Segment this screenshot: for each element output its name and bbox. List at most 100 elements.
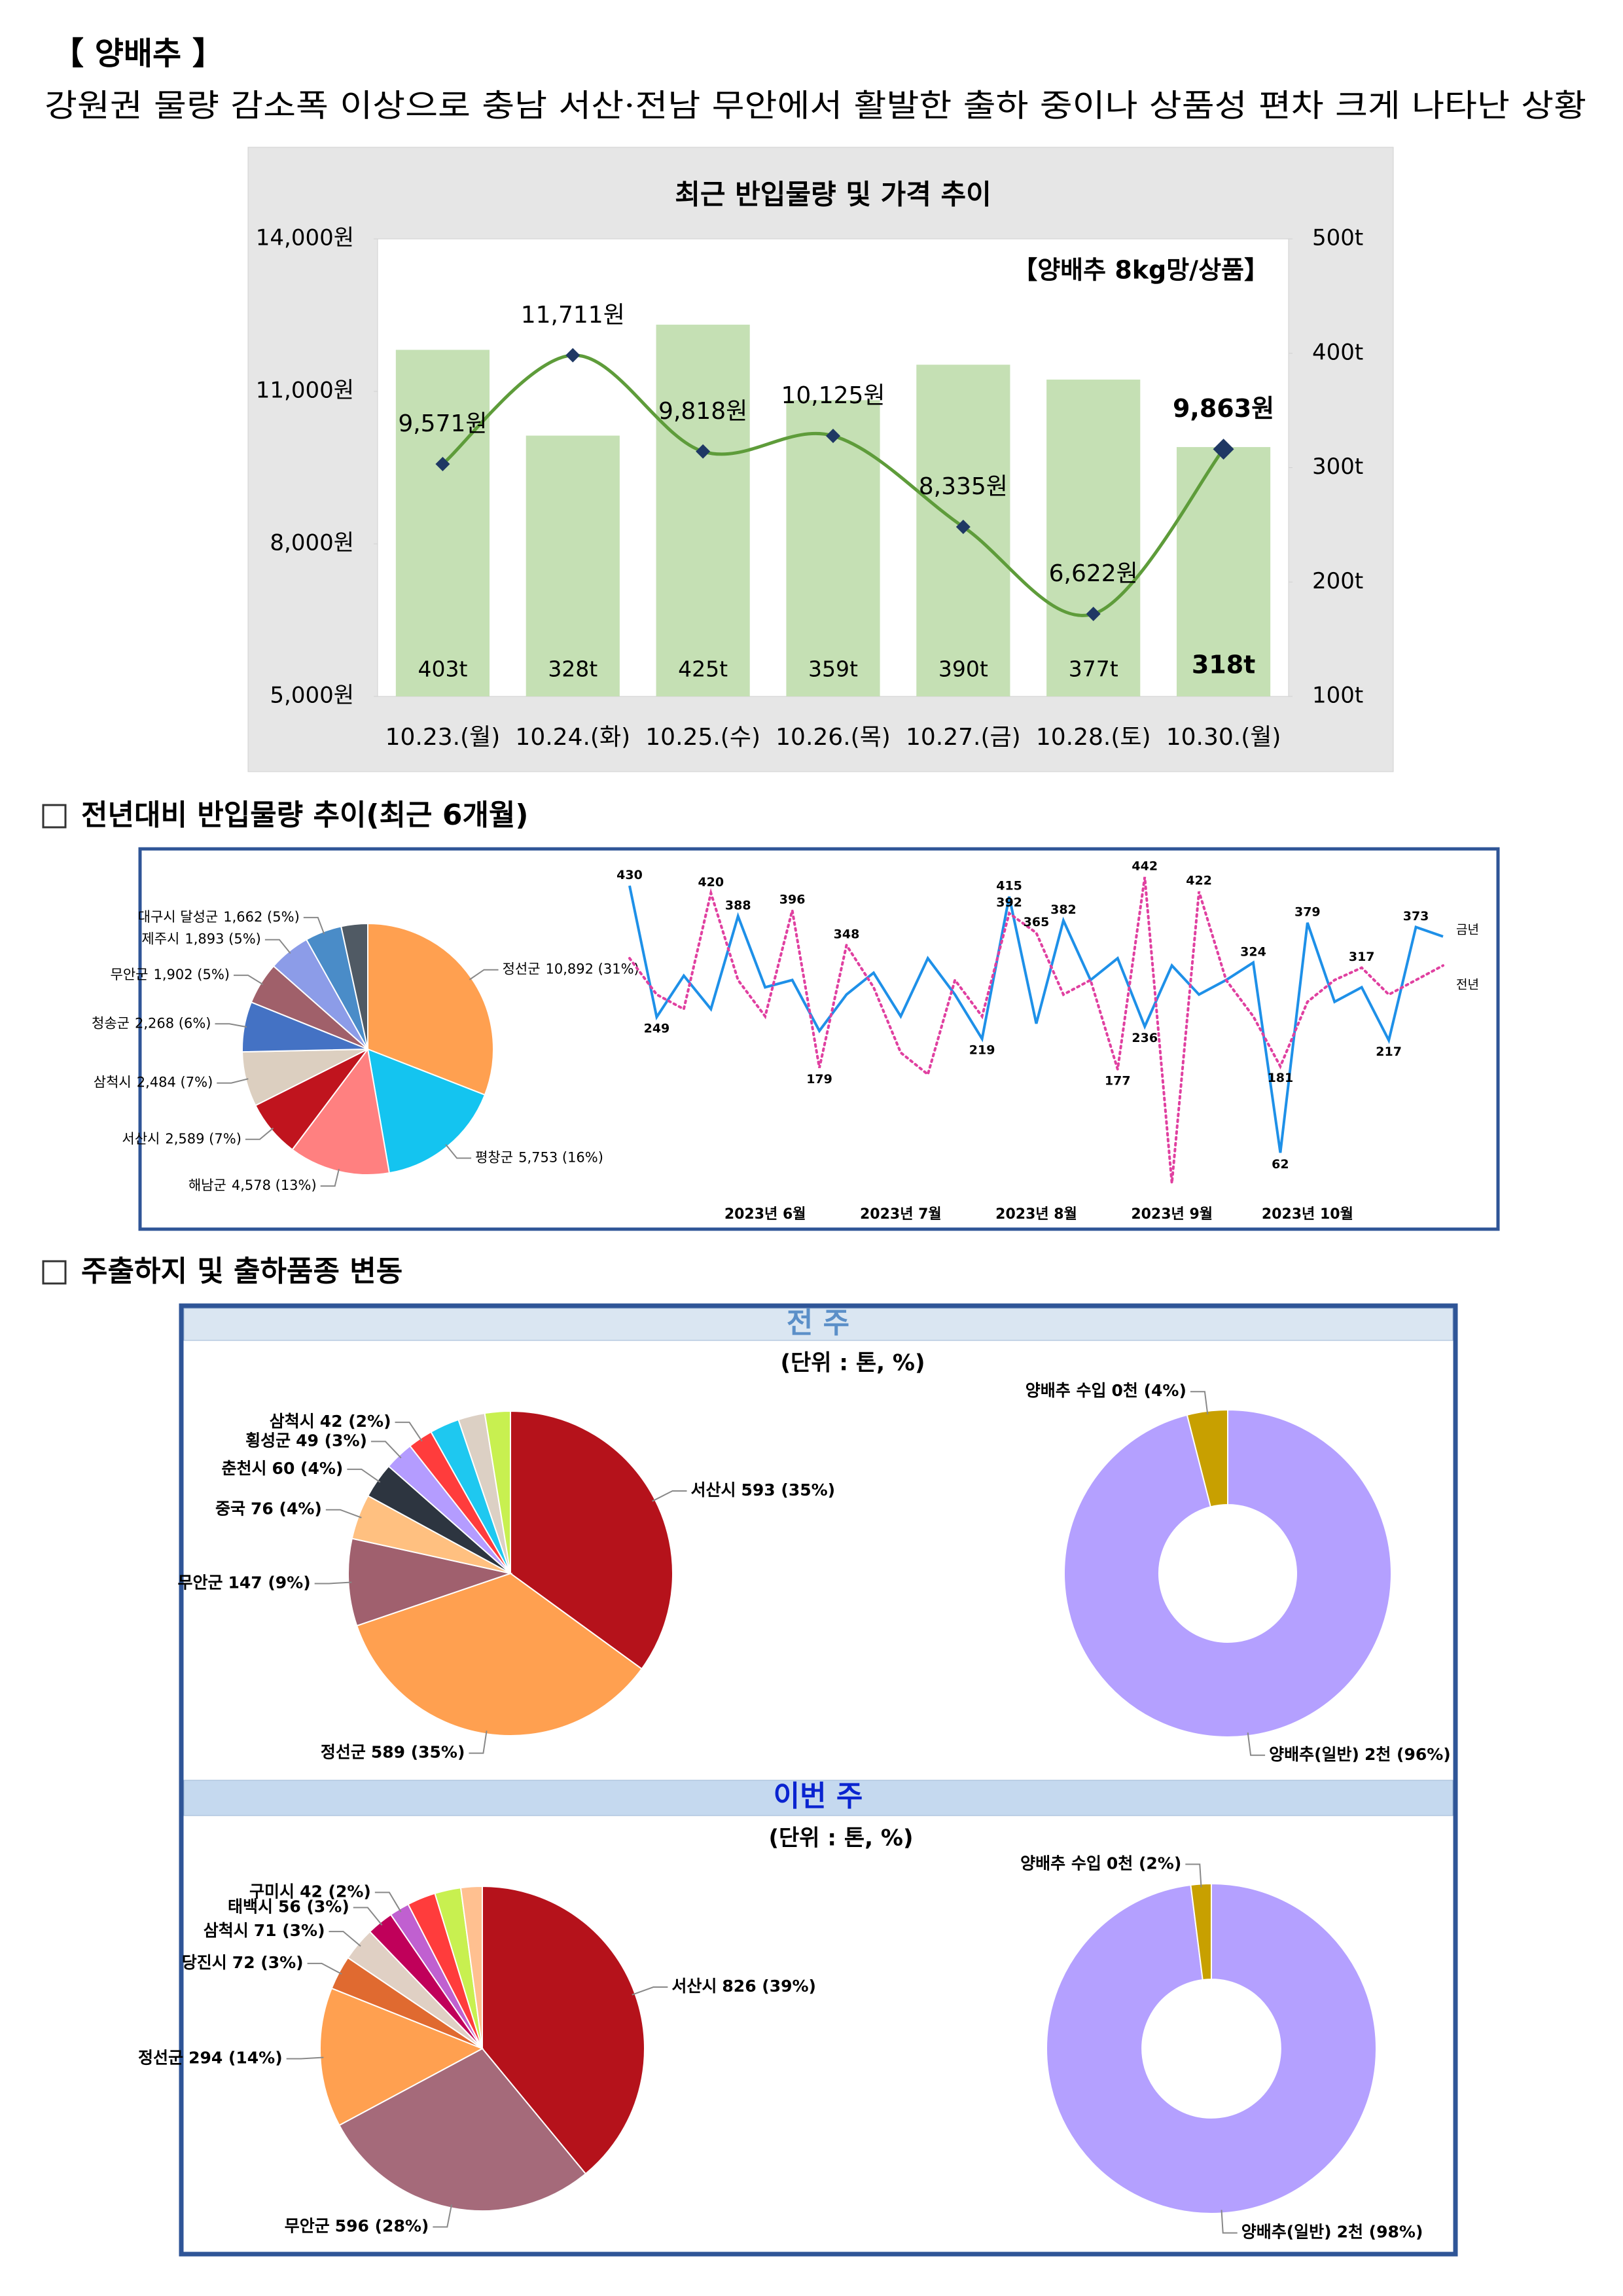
slice-name: 무안군 [111, 967, 149, 982]
slice-label: 평창군 5,753 (16%) [475, 1149, 603, 1165]
slice-name: 청송군 [92, 1015, 130, 1031]
slice-label: 당진시 72 (3%) [182, 1953, 304, 1972]
slice-name: 춘천시 [222, 1459, 267, 1478]
x-tick-label: 10.28.(토) [1036, 724, 1151, 751]
slice-value: 589 (35%) [371, 1743, 465, 1762]
slice-label: 횡성군 49 (3%) [245, 1431, 367, 1450]
chart-title: 최근 반입물량 및 가격 추이 [675, 179, 991, 211]
leader-line [370, 1441, 402, 1459]
slice-name: 당진시 [182, 1953, 227, 1972]
panel-title: 이번 주 [774, 1780, 863, 1813]
x-tick-label: 10.25.(수) [645, 724, 760, 751]
price-label: 9,571원 [398, 410, 487, 437]
x-tick-label: 2023년 10월 [1262, 1206, 1353, 1223]
y2-tick-label: 400t [1312, 339, 1363, 365]
slice-label: 무안군 147 (9%) [177, 1573, 310, 1592]
leader-line [632, 1986, 668, 1996]
section-title: 전년대비 반입물량 추이(최근 6개월) [81, 798, 529, 832]
slice-value: 76 (4%) [251, 1499, 322, 1518]
slice-value: 2,589 (7%) [165, 1131, 241, 1147]
x-tick-label: 2023년 7월 [860, 1206, 942, 1223]
price-label: 8,335원 [919, 473, 1008, 500]
x-tick-label: 2023년 8월 [995, 1206, 1077, 1223]
slice-value: 1,902 (5%) [153, 967, 230, 982]
leader-line [329, 1931, 361, 1947]
slice-value: 593 (35%) [741, 1480, 836, 1499]
leader-line [469, 969, 499, 980]
point-label: 379 [1294, 905, 1321, 919]
bar [395, 350, 490, 696]
slice [1186, 1408, 1228, 1508]
slice-label: 대구시 달성군 1,662 (5%) [138, 909, 300, 925]
slice [1046, 1882, 1378, 2214]
slice-value: 10,892 (31%) [546, 961, 639, 977]
point-label: 62 [1272, 1157, 1289, 1172]
slice-name: 평창군 [475, 1149, 513, 1165]
slice [1190, 1882, 1212, 1981]
marker [826, 428, 840, 443]
marker [1213, 439, 1234, 460]
slice-label: 청송군 2,268 (6%) [92, 1015, 211, 1031]
x-tick-label: 10.23.(월) [385, 724, 501, 751]
bar-label: 359t [808, 656, 858, 682]
slice-label: 무안군 596 (28%) [285, 2217, 429, 2236]
y2-tick-label: 200t [1312, 568, 1363, 594]
series-line [628, 876, 1444, 1184]
leader-line [245, 1127, 274, 1140]
annotation: 【양배추 8kg망/상품】 [1012, 256, 1269, 285]
point-label: 236 [1132, 1031, 1158, 1045]
checkbox [42, 804, 67, 829]
slice-label: 삼척시 2,484 (7%) [94, 1075, 213, 1090]
x-tick-label: 10.30.(월) [1166, 724, 1281, 751]
slice-value: 72 (3%) [232, 1953, 304, 1972]
y-tick-label: 11,000원 [256, 378, 354, 404]
slice-name: 양배추(일반) [1241, 2223, 1332, 2242]
leader-line [1185, 1863, 1202, 1888]
point-label: 382 [1050, 903, 1077, 917]
leader-line [433, 2204, 453, 2228]
slice-name: 양배추 수입 [1026, 1381, 1107, 1400]
slice-name: 삼척시 [270, 1412, 315, 1431]
slice-label: 양배추 수입 0천 (4%) [1026, 1381, 1186, 1400]
slice-value: 42 (2%) [320, 1412, 391, 1431]
leader-line [347, 1468, 381, 1483]
slice [1063, 1408, 1392, 1738]
slice-label: 구미시 42 (2%) [249, 1882, 371, 1901]
x-tick-label: 10.24.(화) [515, 724, 630, 751]
page-title: 【 양배추 】 [52, 35, 224, 72]
leader-line [1221, 2210, 1238, 2234]
slice-value: 4,578 (13%) [232, 1177, 317, 1193]
slice-name: 양배추(일반) [1269, 1745, 1359, 1764]
slice-value: 5,753 (16%) [518, 1149, 603, 1165]
slice-value: 1,662 (5%) [223, 909, 300, 925]
y2-tick-label: 300t [1312, 454, 1363, 480]
slice-label: 서산시 826 (39%) [671, 1977, 816, 1996]
bar [526, 435, 620, 696]
slice-label: 양배추 수입 0천 (2%) [1020, 1854, 1181, 1873]
point-label: 422 [1186, 874, 1212, 888]
slice-label: 삼척시 71 (3%) [204, 1921, 325, 1940]
leader-line [215, 1023, 247, 1028]
point-label: 348 [834, 927, 860, 942]
leader-line [353, 1907, 383, 1926]
slice-name: 삼척시 [204, 1921, 249, 1940]
point-label: 373 [1403, 909, 1429, 924]
bar [1046, 379, 1141, 696]
bar [786, 400, 880, 696]
leader-line [1190, 1391, 1209, 1415]
slice-name: 무안군 [177, 1573, 223, 1592]
marker [565, 348, 580, 363]
point-label: 177 [1105, 1073, 1131, 1088]
slice-name: 서산시 [691, 1480, 736, 1499]
slice-value: 596 (28%) [335, 2217, 429, 2236]
slice-value: 1,893 (5%) [185, 931, 261, 947]
point-label: 415 [996, 878, 1022, 893]
point-label: 365 [1024, 915, 1050, 929]
point-label: 392 [996, 895, 1022, 910]
leader-line [286, 2056, 324, 2060]
slice-value: 147 (9%) [228, 1573, 310, 1592]
y2-tick-label: 500t [1312, 225, 1363, 251]
slice-name: 구미시 [249, 1882, 294, 1901]
